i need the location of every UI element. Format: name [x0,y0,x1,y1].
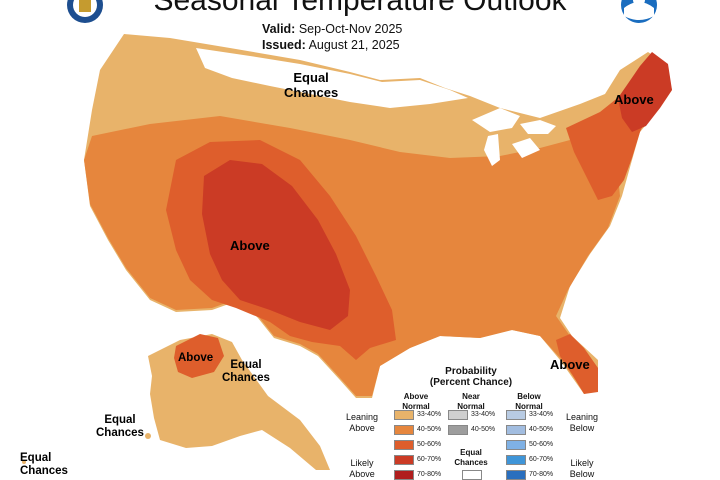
legend-above-swatch [394,470,414,480]
issued-line: Issued: August 21, 2025 [262,38,400,52]
equal-chances-north-region [196,48,468,108]
legend-above-swatch-label: 70-80% [417,471,442,478]
legend-leaning-below: Leaning Below [565,412,599,433]
label-equal-chances-alaska-south: Equal Chances [96,414,144,439]
issued-value: August 21, 2025 [308,38,400,52]
label-equal-chances-hawaii: Equal Chances [20,452,68,477]
label-above-florida: Above [550,357,590,372]
page-title: Seasonal Temperature Outlook [153,0,567,17]
valid-value: Sep-Oct-Nov 2025 [298,22,403,36]
legend-above-swatch-label: 50-60% [417,441,442,448]
legend-likely-below: Likely Below [569,458,595,479]
legend-above-swatch [394,455,414,465]
legend-below-swatch [506,470,526,480]
legend-col-below: Below Normal [515,392,543,411]
legend-above-swatch [394,410,414,420]
legend-below-swatch-label: 50-60% [529,441,554,448]
great-lakes-water [472,108,556,166]
hawaii-island [22,460,26,464]
legend-equal-chances-swatch [462,470,482,480]
above-60-70-northeast-region [618,52,672,132]
above-50-60-florida-region [556,334,598,394]
legend-near-swatch-label: 40-50% [471,426,496,433]
legend-equal-chances: Equal Chances [454,448,488,467]
legend-below-swatch [506,425,526,435]
above-60-70-southwest-region [202,160,350,330]
legend-above-swatch-label: 40-50% [417,426,442,433]
legend-below-swatch [506,440,526,450]
legend-below-swatch-label: 70-80% [529,471,554,478]
label-above-alaska: Above [178,352,214,364]
legend-leaning-above: Leaning Above [345,412,379,433]
legend-above-swatch-label: 60-70% [417,456,442,463]
legend-near-swatch-label: 33-40% [471,411,496,418]
label-equal-chances-alaska-east: Equal Chances [222,359,270,384]
legend-col-near: Near Normal [457,392,485,411]
issued-label: Issued: [262,38,306,52]
label-above-southwest: Above [230,238,270,253]
aleutian-point [145,433,151,439]
legend-above-swatch-label: 33-40% [417,411,442,418]
legend-below-swatch-label: 60-70% [529,456,554,463]
legend-above-swatch [394,425,414,435]
valid-label: Valid: [262,22,296,36]
legend-below-swatch-label: 40-50% [529,426,554,433]
label-above-northeast: Above [614,92,654,107]
noaa-nws-emblem-icon [66,0,104,24]
probability-legend: Probability (Percent Chance) Above Norma… [336,360,606,480]
alaska-above-region [174,334,224,378]
legend-title: Probability (Percent Chance) [429,366,513,388]
legend-likely-above: Likely Above [349,458,375,479]
valid-line: Valid: Sep-Oct-Nov 2025 [262,22,402,36]
legend-below-swatch [506,455,526,465]
legend-above-swatch [394,440,414,450]
legend-below-swatch [506,410,526,420]
label-equal-chances-north: Equal Chances [284,70,339,100]
legend-below-swatch-label: 33-40% [529,411,554,418]
noaa-logo-icon [620,0,658,24]
legend-near-swatch [448,425,468,435]
legend-col-above: Above Normal [402,392,430,411]
legend-near-swatch [448,410,468,420]
